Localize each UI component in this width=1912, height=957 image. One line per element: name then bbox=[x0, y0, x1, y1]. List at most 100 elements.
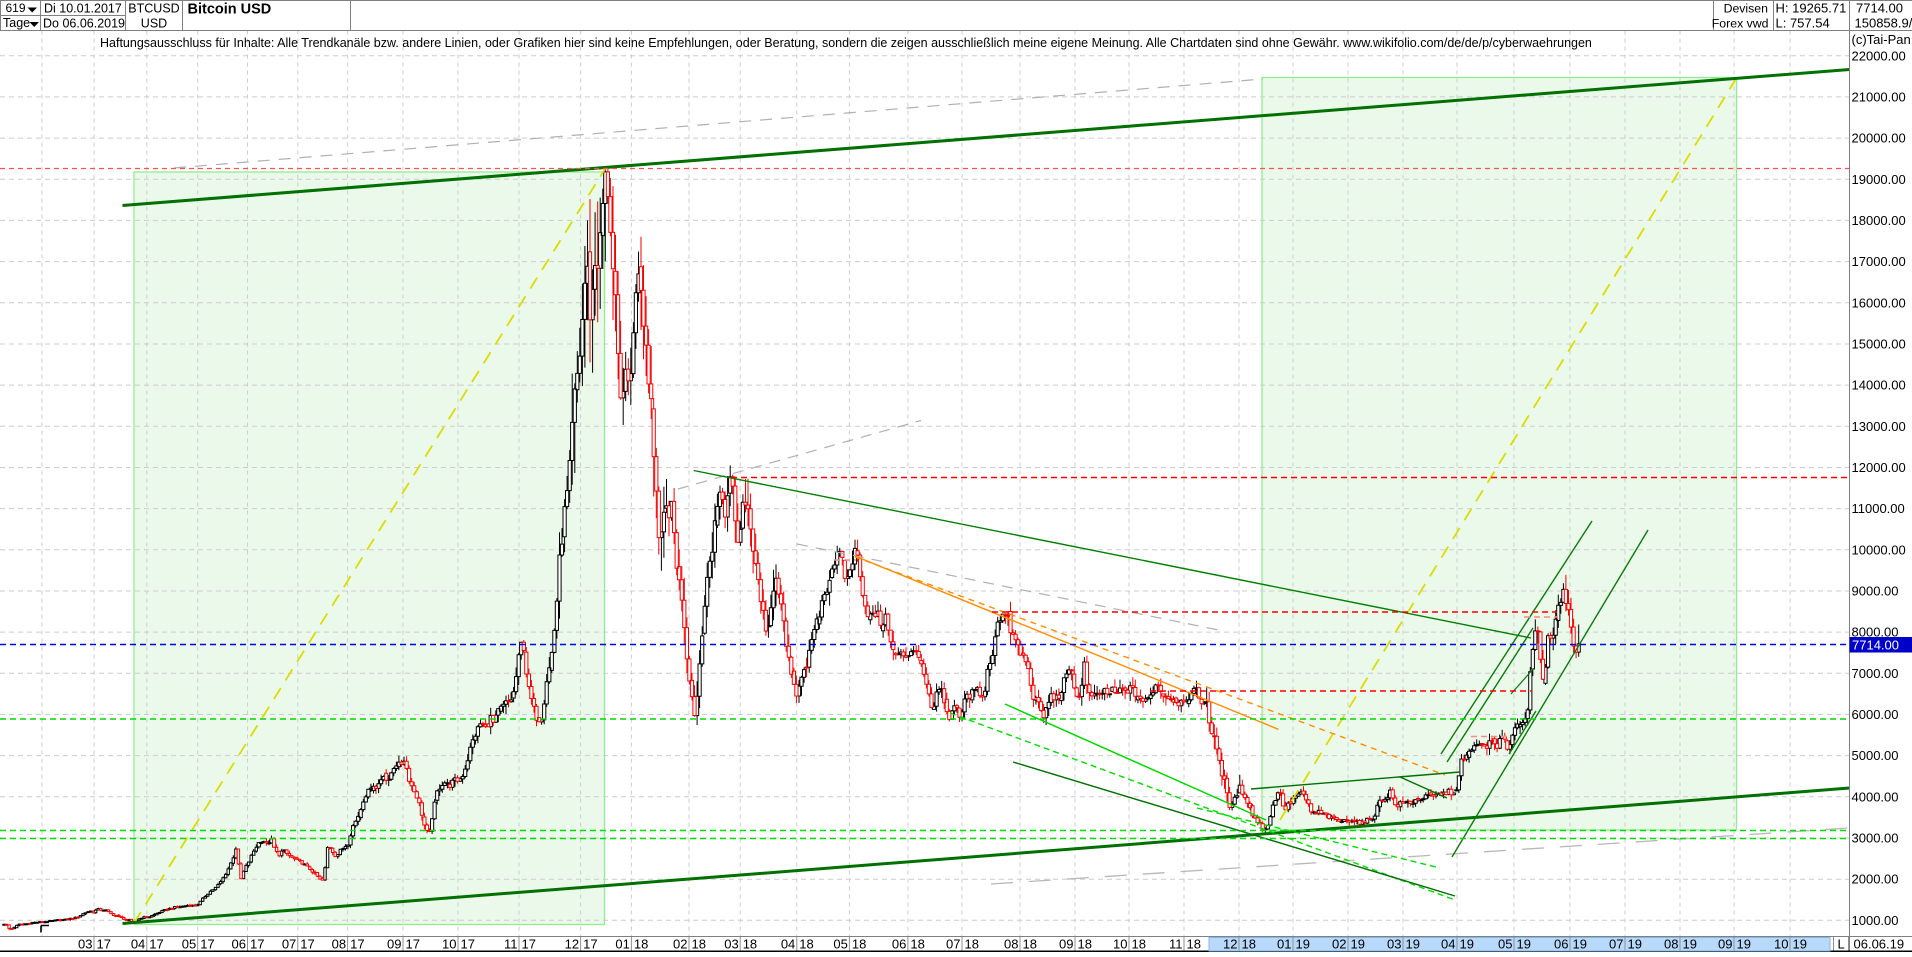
svg-text:06: 06 bbox=[1554, 937, 1568, 952]
svg-text:12: 12 bbox=[565, 937, 579, 952]
svg-text:07: 07 bbox=[1609, 937, 1623, 952]
svg-text:19: 19 bbox=[1573, 937, 1587, 952]
svg-text:18: 18 bbox=[1242, 937, 1256, 952]
svg-text:18: 18 bbox=[1023, 937, 1037, 952]
svg-text:6000.00: 6000.00 bbox=[1852, 707, 1899, 722]
svg-text:(c)Tai-Pan: (c)Tai-Pan bbox=[1852, 32, 1911, 47]
svg-text:19000.00: 19000.00 bbox=[1852, 172, 1906, 187]
svg-text:09: 09 bbox=[1718, 937, 1732, 952]
svg-text:17: 17 bbox=[250, 937, 264, 952]
svg-text:19: 19 bbox=[1628, 937, 1642, 952]
svg-text:19: 19 bbox=[1406, 937, 1420, 952]
svg-text:3000.00: 3000.00 bbox=[1852, 831, 1899, 846]
svg-text:17: 17 bbox=[149, 937, 163, 952]
svg-text:18: 18 bbox=[743, 937, 757, 952]
svg-text:4000.00: 4000.00 bbox=[1852, 789, 1899, 804]
svg-text:06.06.19: 06.06.19 bbox=[1854, 937, 1905, 952]
svg-text:19: 19 bbox=[1296, 937, 1310, 952]
svg-text:06: 06 bbox=[232, 937, 246, 952]
svg-text:09: 09 bbox=[387, 937, 401, 952]
svg-text:06: 06 bbox=[892, 937, 906, 952]
svg-text:L: 757.54: L: 757.54 bbox=[1776, 16, 1830, 31]
svg-text:10: 10 bbox=[1113, 937, 1127, 952]
svg-text:150858.9/: 150858.9/ bbox=[1855, 16, 1912, 31]
svg-text:9000.00: 9000.00 bbox=[1852, 584, 1899, 599]
svg-text:11000.00: 11000.00 bbox=[1852, 501, 1905, 516]
svg-text:L: L bbox=[1838, 937, 1845, 952]
svg-text:02: 02 bbox=[1332, 937, 1346, 952]
svg-text:17: 17 bbox=[461, 937, 475, 952]
svg-text:18: 18 bbox=[1078, 937, 1092, 952]
svg-text:18: 18 bbox=[965, 937, 979, 952]
svg-text:05: 05 bbox=[182, 937, 196, 952]
svg-text:Tage: Tage bbox=[3, 16, 30, 30]
svg-text:01: 01 bbox=[615, 937, 629, 952]
svg-text:04: 04 bbox=[1441, 937, 1455, 952]
svg-text:18: 18 bbox=[634, 937, 648, 952]
svg-text:07: 07 bbox=[282, 937, 296, 952]
svg-text:619: 619 bbox=[6, 1, 26, 15]
svg-text:04: 04 bbox=[781, 937, 795, 952]
svg-text:12: 12 bbox=[1223, 937, 1237, 952]
svg-text:18: 18 bbox=[910, 937, 924, 952]
svg-text:10: 10 bbox=[442, 937, 456, 952]
svg-text:19: 19 bbox=[1683, 937, 1697, 952]
svg-text:02: 02 bbox=[673, 937, 687, 952]
svg-text:22000.00: 22000.00 bbox=[1852, 48, 1906, 63]
svg-text:18: 18 bbox=[852, 937, 866, 952]
svg-text:03: 03 bbox=[724, 937, 738, 952]
svg-text:10000.00: 10000.00 bbox=[1852, 542, 1906, 557]
svg-text:08: 08 bbox=[1004, 937, 1018, 952]
svg-text:09: 09 bbox=[1059, 937, 1073, 952]
svg-text:17: 17 bbox=[200, 937, 214, 952]
svg-text:18: 18 bbox=[1132, 937, 1146, 952]
svg-text:19: 19 bbox=[1793, 937, 1807, 952]
svg-text:19: 19 bbox=[1460, 937, 1474, 952]
svg-text:07: 07 bbox=[946, 937, 960, 952]
svg-text:17: 17 bbox=[522, 937, 536, 952]
svg-text:15000.00: 15000.00 bbox=[1852, 337, 1906, 352]
svg-text:19: 19 bbox=[1351, 937, 1365, 952]
svg-text:03: 03 bbox=[78, 937, 92, 952]
svg-text:14000.00: 14000.00 bbox=[1852, 378, 1906, 393]
svg-text:17: 17 bbox=[300, 937, 314, 952]
svg-text:17: 17 bbox=[406, 937, 420, 952]
svg-text:5000.00: 5000.00 bbox=[1852, 748, 1899, 763]
svg-text:20000.00: 20000.00 bbox=[1852, 131, 1906, 146]
svg-text:7714.00: 7714.00 bbox=[1852, 638, 1899, 653]
svg-text:17000.00: 17000.00 bbox=[1852, 254, 1906, 269]
svg-text:Devisen: Devisen bbox=[1724, 2, 1769, 16]
svg-text:04: 04 bbox=[131, 937, 145, 952]
svg-text:08: 08 bbox=[1664, 937, 1678, 952]
svg-text:Forex vwd: Forex vwd bbox=[1712, 17, 1769, 31]
svg-text:H: 19265.71: H: 19265.71 bbox=[1776, 1, 1847, 16]
svg-text:18: 18 bbox=[799, 937, 813, 952]
svg-text:USD: USD bbox=[141, 17, 167, 31]
svg-text:17: 17 bbox=[350, 937, 364, 952]
svg-text:12000.00: 12000.00 bbox=[1852, 460, 1906, 475]
svg-text:11: 11 bbox=[504, 937, 518, 952]
svg-text:1000.00: 1000.00 bbox=[1852, 913, 1899, 928]
svg-text:17: 17 bbox=[97, 937, 111, 952]
svg-text:08: 08 bbox=[332, 937, 346, 952]
svg-text:01: 01 bbox=[1277, 937, 1291, 952]
svg-text:11: 11 bbox=[1169, 937, 1183, 952]
svg-text:Haftungsausschluss für Inhalte: Haftungsausschluss für Inhalte: Alle Tre… bbox=[100, 36, 1592, 50]
svg-text:19: 19 bbox=[1737, 937, 1751, 952]
svg-text:10: 10 bbox=[1774, 937, 1788, 952]
svg-text:7000.00: 7000.00 bbox=[1852, 666, 1899, 681]
svg-text:Bitcoin USD: Bitcoin USD bbox=[188, 2, 272, 18]
svg-text:17: 17 bbox=[583, 937, 597, 952]
svg-text:05: 05 bbox=[833, 937, 847, 952]
svg-text:05: 05 bbox=[1498, 937, 1512, 952]
svg-text:Do 06.06.2019: Do 06.06.2019 bbox=[43, 17, 125, 31]
svg-text:BTCUSD: BTCUSD bbox=[128, 2, 179, 16]
svg-text:Di 10.01.2017: Di 10.01.2017 bbox=[44, 2, 122, 16]
svg-text:21000.00: 21000.00 bbox=[1852, 89, 1906, 104]
svg-text:16000.00: 16000.00 bbox=[1852, 295, 1906, 310]
svg-text:18000.00: 18000.00 bbox=[1852, 213, 1906, 228]
svg-text:7714.00: 7714.00 bbox=[1856, 1, 1903, 16]
svg-text:13000.00: 13000.00 bbox=[1852, 419, 1906, 434]
svg-text:2000.00: 2000.00 bbox=[1852, 872, 1899, 887]
svg-text:18: 18 bbox=[1187, 937, 1201, 952]
